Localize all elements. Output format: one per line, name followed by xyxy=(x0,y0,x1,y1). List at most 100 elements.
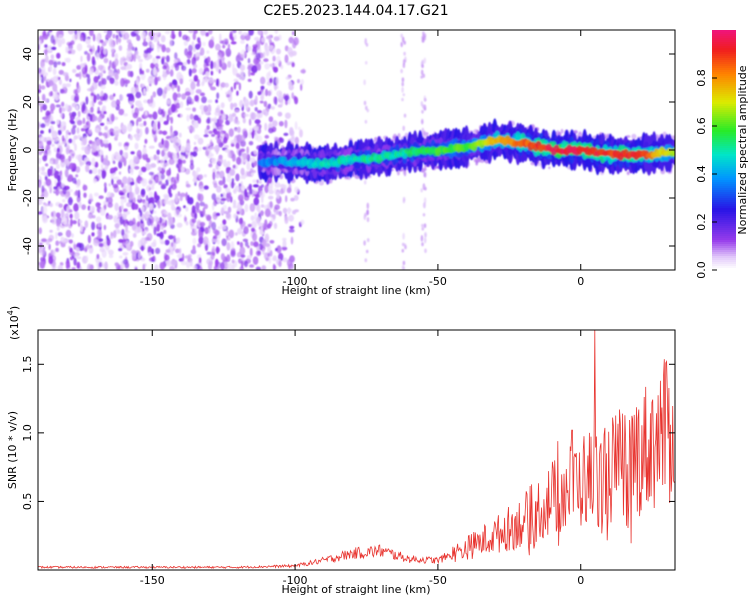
spectrogram-noise-blob xyxy=(53,186,58,190)
spectrogram-noise-blob xyxy=(113,129,119,136)
spectrogram-noise-blob xyxy=(268,184,273,188)
spectrogram-noise-blob xyxy=(166,169,171,177)
colorbar-segment xyxy=(712,52,736,55)
spectrogram-noise-blob xyxy=(222,44,226,49)
spectrogram-noise-blob xyxy=(233,118,238,125)
spectrogram-noise-blob xyxy=(264,243,271,247)
top-x-tick-label: -150 xyxy=(140,275,165,288)
spectrogram-noise-blob xyxy=(144,138,148,144)
spectrogram-noise-blob xyxy=(139,209,143,218)
spectrogram-noise-blob xyxy=(289,255,295,263)
colorbar-segment xyxy=(712,238,736,241)
spectrogram-streak-blob xyxy=(423,237,427,244)
spectrogram-noise-blob xyxy=(116,179,122,185)
spectrogram-noise-blob xyxy=(76,256,82,260)
spectrogram-noise-blob xyxy=(290,236,294,245)
spectrogram-noise-blob xyxy=(104,39,108,44)
spectrogram-noise-blob xyxy=(266,72,270,81)
spectrogram-noise-blob xyxy=(51,249,56,255)
spectrogram-noise-blob xyxy=(253,57,259,65)
spectrogram-noise-blob xyxy=(197,37,201,43)
spectrogram-noise-blob xyxy=(160,199,163,206)
spectrogram-streak-blob xyxy=(420,75,424,79)
spectrogram-noise-blob xyxy=(146,233,153,241)
spectrogram-noise-blob xyxy=(57,129,62,136)
spectrogram-noise-blob xyxy=(226,166,231,171)
spectrogram-noise-blob xyxy=(200,30,206,36)
spectrogram-noise-blob xyxy=(140,237,147,246)
spectrogram-noise-blob xyxy=(106,121,110,125)
spectrogram-noise-blob xyxy=(276,55,281,64)
spectrogram-streak-blob xyxy=(404,245,407,250)
spectrogram-noise-blob xyxy=(48,128,51,134)
spectrogram-noise-blob xyxy=(107,196,113,205)
spectrogram-noise-blob xyxy=(124,31,129,41)
spectrogram-noise-field xyxy=(38,30,306,270)
spectrogram-noise-blob xyxy=(69,114,75,121)
spectrogram-noise-blob xyxy=(64,103,69,112)
spectrogram-noise-blob xyxy=(96,93,101,101)
spectrogram-noise-blob xyxy=(225,187,231,193)
spectrogram-noise-blob xyxy=(175,209,180,216)
spectrogram-noise-blob xyxy=(80,224,83,233)
spectrogram-noise-blob xyxy=(49,229,53,233)
spectrogram-noise-blob xyxy=(208,130,213,134)
spectrogram-noise-blob xyxy=(193,74,199,82)
spectrogram-noise-blob xyxy=(74,211,80,220)
spectrogram-noise-blob xyxy=(211,133,216,137)
spectrogram-noise-blob xyxy=(92,142,98,151)
bottom-y-tick-label: 1.0 xyxy=(21,424,34,442)
spectrogram-noise-blob xyxy=(251,51,256,56)
spectrogram-noise-blob xyxy=(115,99,121,106)
spectrogram-noise-blob xyxy=(249,203,256,212)
spectrogram-noise-blob xyxy=(60,112,64,118)
spectrogram-noise-blob xyxy=(93,178,97,184)
spectrogram-noise-blob xyxy=(102,158,108,166)
spectrogram-noise-blob xyxy=(85,96,89,105)
spectrogram-noise-blob xyxy=(147,246,153,255)
colorbar-segment xyxy=(712,162,736,165)
spectrogram-noise-blob xyxy=(144,211,150,218)
spectrogram-noise-blob xyxy=(89,30,94,37)
spectrogram-noise-blob xyxy=(218,58,223,68)
spectrogram-noise-blob xyxy=(114,152,120,161)
spectrogram-noise-blob xyxy=(172,92,178,101)
spectrogram-noise-blob xyxy=(140,72,146,81)
spectrogram-noise-blob xyxy=(163,120,169,125)
spectrogram-noise-blob xyxy=(111,100,117,108)
spectrogram-noise-blob xyxy=(183,205,186,209)
spectrogram-noise-blob xyxy=(106,191,112,198)
spectrogram-noise-blob xyxy=(193,171,199,178)
spectrogram-noise-blob xyxy=(253,125,259,131)
colorbar-segment xyxy=(712,78,736,81)
spectrogram-noise-blob xyxy=(260,210,264,217)
spectrogram-noise-blob xyxy=(252,256,259,265)
bottom-y-tick-label: 1.5 xyxy=(21,356,34,374)
spectrogram-noise-blob xyxy=(181,65,187,71)
spectrogram-noise-blob xyxy=(162,65,167,70)
spectrogram-noise-blob xyxy=(139,62,143,69)
spectrogram-noise-blob xyxy=(228,113,233,123)
colorbar-segment xyxy=(712,50,736,53)
spectrogram-noise-blob xyxy=(60,242,66,248)
spectrogram-noise-blob xyxy=(191,205,196,214)
spectrogram-noise-blob xyxy=(56,219,60,227)
spectrogram-noise-blob xyxy=(224,144,229,149)
spectrogram-noise-blob xyxy=(280,64,284,70)
spectrogram-noise-blob xyxy=(67,267,72,270)
spectrogram-noise-blob xyxy=(65,129,70,135)
spectrogram-noise-blob xyxy=(47,31,50,37)
spectrogram-noise-blob xyxy=(272,255,277,262)
spectrogram-noise-blob xyxy=(212,211,218,220)
spectrogram-noise-blob xyxy=(294,186,299,193)
spectrogram-noise-blob xyxy=(126,211,130,215)
spectrogram-noise-blob xyxy=(242,128,248,136)
spectrogram-noise-blob xyxy=(242,32,249,36)
spectrogram-noise-blob xyxy=(278,137,283,142)
colorbar-segment xyxy=(712,104,736,107)
colorbar-segment xyxy=(712,258,736,261)
spectrogram-noise-blob xyxy=(77,134,82,140)
spectrogram-noise-blob xyxy=(264,63,270,70)
spectrogram-noise-blob xyxy=(137,194,141,200)
spectrogram-noise-blob xyxy=(132,233,137,238)
